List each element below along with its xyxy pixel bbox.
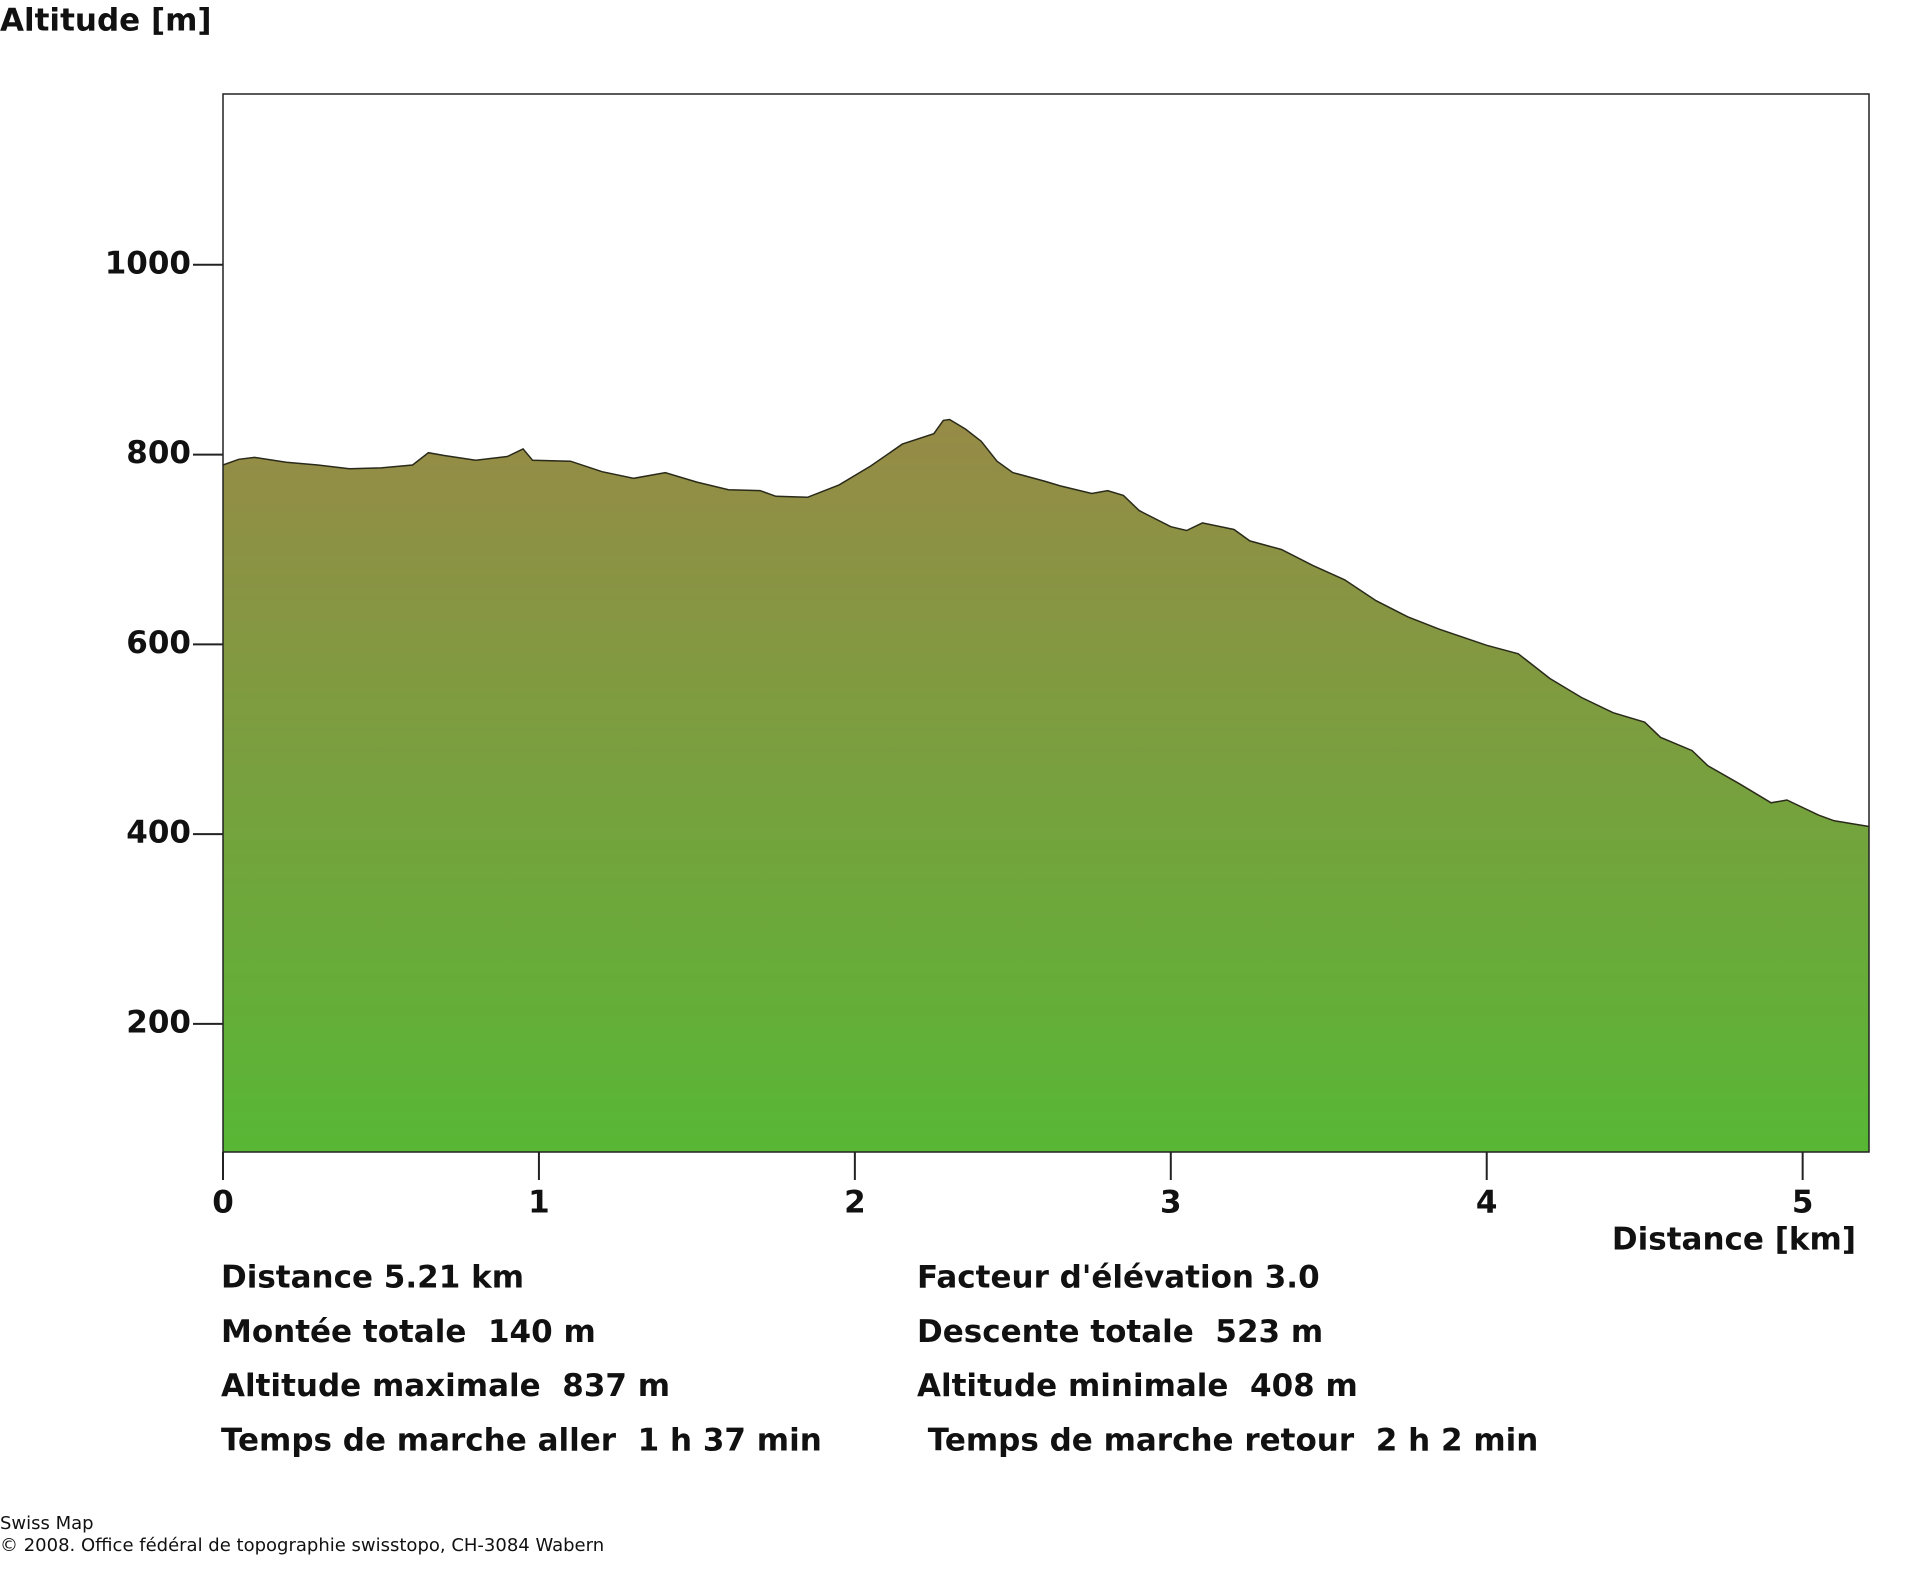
x-tick-label: 1 <box>528 1185 550 1221</box>
y-tick-label: 1000 <box>105 245 191 281</box>
stat-text: Altitude minimale 408 m <box>917 1368 1358 1404</box>
area <box>223 419 1869 1152</box>
x-axis-label: Distance [km] <box>1612 1222 1856 1258</box>
y-axis-label: Altitude [m] <box>0 3 212 39</box>
stat-text: Distance 5.21 km <box>221 1260 524 1296</box>
stat-text: Altitude maximale 837 m <box>221 1368 670 1404</box>
x-tick-label: 2 <box>844 1185 866 1221</box>
footer-text: Swiss Map <box>0 1513 94 1534</box>
stat-text: Facteur d'élévation 3.0 <box>917 1260 1320 1296</box>
stat-text: Temps de marche aller 1 h 37 min <box>221 1422 822 1458</box>
y-tick-label: 400 <box>126 815 191 851</box>
x-tick-label: 0 <box>212 1185 234 1221</box>
stat-text: Montée totale 140 m <box>221 1314 596 1350</box>
y-tick-label: 200 <box>126 1004 191 1040</box>
profile-line <box>222 418 1870 828</box>
plot-frame <box>222 93 1870 1153</box>
stat-text: Descente totale 523 m <box>917 1314 1323 1350</box>
y-tick-label: 600 <box>126 625 191 661</box>
y-tick-label: 800 <box>126 435 191 471</box>
x-tick-label: 3 <box>1160 1185 1182 1221</box>
x-tick-label: 5 <box>1792 1185 1814 1221</box>
x-tick-label: 4 <box>1476 1185 1498 1221</box>
stat-text: Temps de marche retour 2 h 2 min <box>917 1422 1538 1458</box>
footer-text: © 2008. Office fédéral de topographie sw… <box>0 1535 604 1556</box>
